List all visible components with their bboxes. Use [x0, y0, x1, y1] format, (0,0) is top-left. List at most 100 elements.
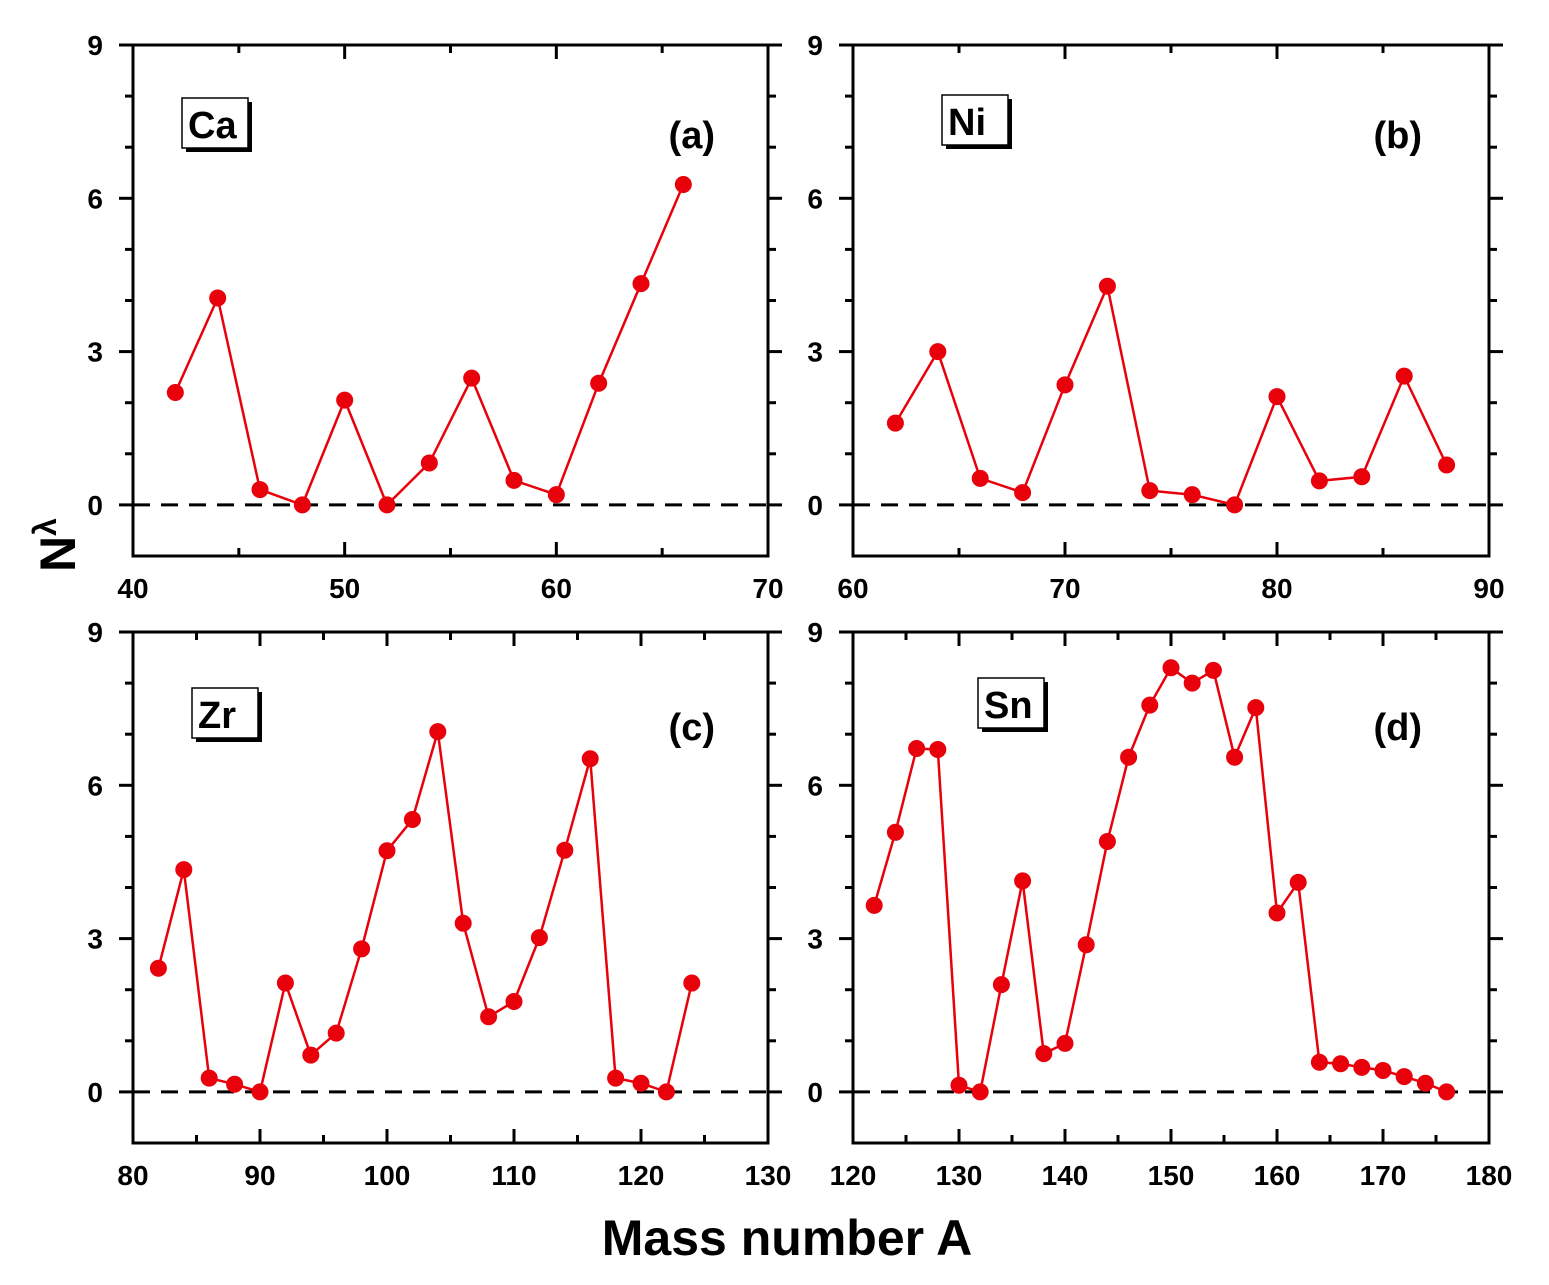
x-tick-label: 100 — [364, 1160, 411, 1191]
data-point — [505, 992, 523, 1010]
data-point — [992, 976, 1010, 994]
data-point — [1374, 1061, 1392, 1079]
data-point — [556, 841, 574, 859]
element-label-box — [191, 687, 259, 739]
data-point — [547, 486, 565, 504]
data-point — [1268, 388, 1286, 406]
element-label: Ni — [948, 102, 986, 144]
data-point — [1247, 699, 1265, 717]
data-point — [1141, 696, 1159, 714]
data-point — [1416, 1074, 1434, 1092]
x-tick-label: 150 — [1148, 1160, 1195, 1191]
data-point — [166, 383, 184, 401]
data-point — [1098, 277, 1116, 295]
y-tick-label: 0 — [87, 490, 103, 521]
y-tick-label: 9 — [807, 30, 823, 61]
data-point — [971, 1083, 989, 1101]
data-point — [683, 974, 701, 992]
series-line — [872, 665, 1448, 1094]
x-tick-label: 170 — [1360, 1160, 1407, 1191]
data-point — [1438, 456, 1456, 474]
data-point — [276, 974, 294, 992]
data-point — [403, 811, 421, 829]
chart-panel-3: 120 130 140 150 160 170 180 0 3 6 9 Sn (d) — [807, 617, 1512, 1191]
data-point — [209, 289, 227, 307]
data-point — [463, 369, 481, 387]
data-point — [1035, 1045, 1053, 1063]
y-tick-label: 3 — [807, 337, 823, 368]
data-point — [1098, 833, 1116, 851]
data-point — [327, 1024, 345, 1042]
data-point — [1438, 1083, 1456, 1101]
data-point — [1162, 659, 1180, 677]
data-point — [886, 823, 904, 841]
data-point — [1014, 872, 1032, 890]
y-tick-label: 6 — [87, 183, 103, 214]
element-label: Zr — [198, 695, 236, 737]
x-tick-label: 70 — [752, 573, 783, 604]
x-tick-label: 180 — [1466, 1160, 1513, 1191]
data-point — [1353, 1058, 1371, 1076]
data-point — [175, 861, 193, 879]
data-point — [1226, 748, 1244, 766]
x-tick-label: 120 — [830, 1160, 877, 1191]
data-point — [1014, 484, 1032, 502]
data-point — [1141, 482, 1159, 500]
data-point — [865, 896, 883, 914]
x-tick-label: 50 — [329, 573, 360, 604]
data-point — [950, 1076, 968, 1094]
data-point — [581, 750, 599, 768]
chart-panel-2: 80 90 100 110 120 130 0 3 6 9 Zr (c) — [87, 617, 791, 1191]
panel-tag: (a) — [669, 115, 715, 157]
data-point — [378, 496, 396, 514]
data-point — [302, 1046, 320, 1064]
data-point — [336, 391, 354, 409]
x-tick-label: 140 — [1042, 1160, 1089, 1191]
element-label: Ca — [188, 105, 237, 147]
panel-tag: (c) — [669, 707, 715, 749]
data-point — [480, 1008, 498, 1026]
y-tick-label: 6 — [807, 770, 823, 801]
y-tick-label: 6 — [807, 183, 823, 214]
element-label-box — [181, 97, 249, 149]
element-label-box — [977, 677, 1045, 729]
x-tick-label: 60 — [541, 573, 572, 604]
x-tick-label: 90 — [1473, 573, 1504, 604]
x-tick-label: 120 — [618, 1160, 665, 1191]
x-tick-label: 160 — [1254, 1160, 1301, 1191]
data-point — [251, 481, 269, 499]
data-point — [429, 723, 447, 741]
x-tick-label: 130 — [936, 1160, 983, 1191]
data-point — [607, 1069, 625, 1087]
data-point — [226, 1075, 244, 1093]
data-point — [1077, 936, 1095, 954]
data-point — [293, 496, 311, 514]
data-point — [971, 469, 989, 487]
data-point — [1056, 376, 1074, 394]
data-point — [454, 914, 472, 932]
y-tick-label: 9 — [807, 617, 823, 648]
data-point — [886, 414, 904, 432]
data-point — [378, 842, 396, 860]
x-tick-label: 70 — [1049, 573, 1080, 604]
data-point — [1120, 748, 1138, 766]
data-point — [1395, 367, 1413, 385]
x-tick-label: 80 — [1261, 573, 1292, 604]
chart-panel-1: 60 70 80 90 0 3 6 9 Ni (b) — [807, 30, 1504, 604]
x-tick-label: 110 — [491, 1160, 536, 1191]
data-point — [149, 959, 167, 977]
data-point — [251, 1083, 269, 1101]
data-point — [530, 929, 548, 947]
data-point — [1395, 1068, 1413, 1086]
y-tick-label: 0 — [807, 1077, 823, 1108]
y-tick-label: 3 — [807, 924, 823, 955]
data-point — [632, 275, 650, 293]
data-point — [657, 1083, 675, 1101]
data-point — [929, 741, 947, 759]
data-point — [1332, 1055, 1350, 1073]
data-point — [632, 1074, 650, 1092]
data-point — [929, 343, 947, 361]
data-point — [1183, 486, 1201, 504]
